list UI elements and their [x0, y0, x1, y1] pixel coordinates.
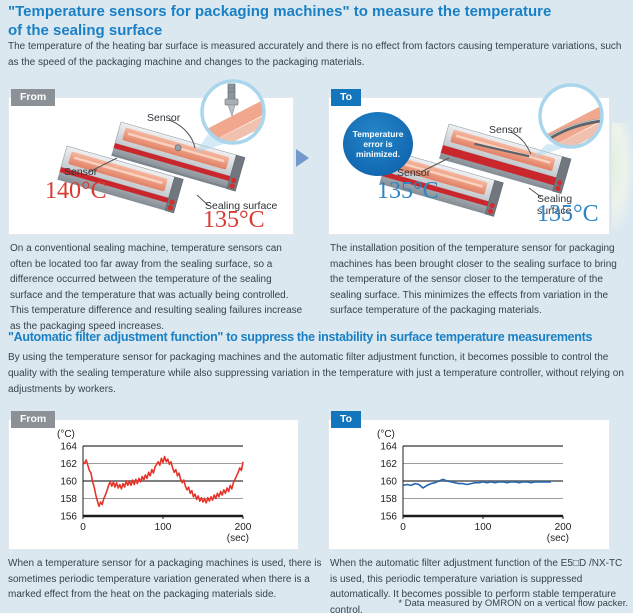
sealing-temperature-value: 135°C — [203, 207, 265, 233]
sensor-leader-line — [420, 157, 450, 173]
svg-text:(sec): (sec) — [227, 533, 249, 544]
sealing-leader-line — [528, 187, 542, 198]
from-chart-panel: From 156 158 160 162 164 0 100 200 (°C) (sec) — [8, 411, 299, 550]
sensor-leader-line — [88, 157, 118, 173]
sensor-leader-line — [510, 131, 532, 155]
sensor-label-left: Sensor — [397, 167, 431, 179]
heating-bar-near — [379, 149, 504, 217]
sensor-label-top: Sensor — [489, 124, 523, 136]
sealing-temperature-value: 135°C — [537, 201, 599, 227]
to-caption: The installation position of the tempera… — [330, 243, 617, 316]
sensor-label-top: Sensor — [147, 112, 181, 124]
svg-text:(°C): (°C) — [377, 429, 395, 440]
svg-text:200: 200 — [555, 522, 572, 533]
svg-text:100: 100 — [475, 522, 492, 533]
section2-title: "Automatic filter adjustment function" t… — [8, 330, 593, 344]
svg-text:200: 200 — [235, 522, 252, 533]
svg-text:160: 160 — [380, 477, 397, 488]
to-illustration-panel: To — [328, 83, 610, 235]
heating-bar-far — [111, 121, 246, 192]
svg-text:156: 156 — [60, 512, 77, 523]
svg-text:156: 156 — [380, 512, 397, 523]
zoom-callout-content — [540, 85, 602, 147]
svg-text:160: 160 — [60, 477, 77, 488]
section1-title: "Temperature sensors for packaging machi… — [8, 3, 552, 39]
section1-intro: The temperature of the heating bar surfa… — [8, 41, 622, 68]
sealing-surface-label: Sealing surface — [205, 200, 278, 212]
zoom-callout-circle — [200, 79, 266, 145]
sealing-leader-line — [196, 194, 210, 207]
svg-text:164: 164 — [60, 442, 77, 453]
sensor-temperature-value: 135°C — [377, 178, 439, 204]
from-tab: From — [11, 411, 56, 428]
svg-text:164: 164 — [380, 442, 397, 453]
svg-text:162: 162 — [60, 459, 77, 470]
temperature-error-badge: Temperature error is minimized. — [343, 112, 413, 176]
temperature-chart-after: 156 158 160 162 164 0 100 200 (°C) (sec) — [377, 429, 572, 544]
from-illustration-panel: From — [8, 79, 294, 235]
sensor-tube — [474, 142, 530, 158]
arrow-right-icon — [296, 149, 309, 167]
temperature-chart-before: 156 158 160 162 164 0 100 200 (°C) (sec) — [57, 429, 252, 544]
sealing-machine-after-illustration — [379, 83, 604, 217]
sensor-dot — [174, 144, 182, 152]
zoom-wedge — [195, 134, 230, 153]
to-tab: To — [331, 411, 362, 428]
sensor-temperature-value: 140°C — [45, 178, 107, 204]
sensor-label-left: Sensor — [64, 166, 98, 178]
data-source-footnote: * Data measured by OMRON on a vertical f… — [398, 598, 628, 609]
cropped-photo-edge — [612, 123, 633, 231]
sensor-leader-line — [168, 119, 196, 149]
svg-text:(sec): (sec) — [547, 533, 569, 544]
to-tab: To — [331, 89, 362, 106]
from-caption: On a conventional sealing machine, tempe… — [10, 243, 303, 332]
heating-bar-near — [57, 145, 184, 214]
zoom-wedge — [532, 144, 569, 158]
svg-text:100: 100 — [155, 522, 172, 533]
to-chart-caption: When the automatic filter adjustment fun… — [330, 558, 623, 613]
svg-text:158: 158 — [60, 494, 77, 505]
zoom-callout-circle — [538, 83, 604, 149]
from-chart-caption: When a temperature sensor for a packagin… — [8, 558, 322, 600]
svg-text:0: 0 — [80, 522, 86, 533]
svg-text:(°C): (°C) — [57, 429, 75, 440]
heating-bar-far — [439, 123, 572, 194]
to-chart-panel: To 156 158 160 162 164 0 100 200 (°C) (sec) — [328, 411, 610, 550]
sealing-surface-label: Sealing surface — [537, 193, 573, 217]
svg-text:162: 162 — [380, 459, 397, 470]
sealing-machine-before-illustration — [57, 79, 266, 214]
svg-text:158: 158 — [380, 494, 397, 505]
svg-text:0: 0 — [400, 522, 406, 533]
section2-intro: By using the temperature sensor for pack… — [8, 352, 624, 395]
from-tab: From — [11, 89, 56, 106]
zoom-callout-content — [202, 81, 264, 143]
